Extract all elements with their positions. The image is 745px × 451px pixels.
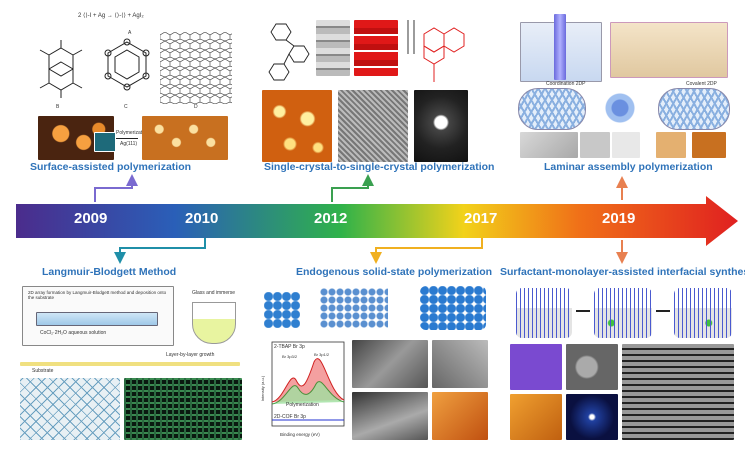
- year-2017: 2017: [464, 210, 498, 227]
- layer-growth-label: Layer-by-layer growth: [166, 352, 215, 358]
- stm-image-before: [38, 116, 114, 160]
- panel-c-label: C: [124, 104, 128, 110]
- year-2012: 2012: [314, 210, 348, 227]
- reaction-scheme-text: 2 ⟨⟩-I + Ag → ⟨⟩-⟨⟩ + AgI₂: [78, 13, 144, 19]
- xps-poly-label: Polymerization: [286, 402, 319, 408]
- xps-xlabel: Binding energy (eV): [280, 432, 320, 437]
- endogenous-label: Endogenous solid-state polymerization: [296, 266, 493, 278]
- monomer-structure-image: [264, 292, 300, 328]
- year-2019: 2019: [602, 210, 636, 227]
- afm-flake-image: [432, 392, 488, 440]
- hrtem-grid-image: [622, 344, 734, 440]
- panel-b-label: B: [56, 104, 60, 110]
- coordination-network-image: [518, 88, 586, 130]
- cof-structure-image: [420, 286, 486, 330]
- covalent-2dp-label: Covalent 2DP: [686, 81, 717, 87]
- laminar-beam: [554, 14, 566, 80]
- molecule-structure-c: [104, 38, 150, 91]
- diffraction-pattern-image: [414, 90, 468, 162]
- saed-pattern-image: [566, 394, 618, 440]
- anthracene-structure: [407, 20, 465, 82]
- laminar-panel: Coordination 2DP Covalent 2DP: [510, 6, 734, 160]
- hrtem-lattice-image: [338, 90, 408, 162]
- xps-title: 2-TBAP Br 3p: [274, 344, 305, 350]
- stm-inset-image: [94, 132, 116, 152]
- macrocycle-structure: [268, 23, 310, 81]
- polymerization-arrow: [116, 138, 138, 139]
- afm-orange-image: [510, 394, 562, 440]
- molecule-structure-b: [39, 40, 83, 98]
- xps-peak1-label: Br 3p3/2: [282, 354, 298, 359]
- timeline-arrow: [16, 196, 738, 246]
- afm-gray-image: [566, 344, 618, 390]
- surfactant-label: Surfactant-monolayer-assisted interfacia…: [500, 266, 745, 278]
- panel-a-label: A: [128, 30, 132, 36]
- optical-image-3: [692, 132, 726, 158]
- optical-purple-image: [510, 344, 562, 390]
- step-arrow-1: [576, 310, 590, 312]
- lb-solution-label: CoCl₂·2H₂O aqueous solution: [40, 330, 107, 336]
- dish-step3-image: [674, 288, 732, 338]
- intermediate-structure-image: [320, 288, 388, 328]
- molecule-structure-d: [160, 32, 232, 104]
- covalent-network-image: [658, 88, 730, 130]
- covalent-film-box: [610, 22, 728, 78]
- substrate-label: Ag(111): [120, 141, 138, 147]
- beaker-image: [192, 302, 236, 344]
- crystal-packing-red: [354, 20, 398, 76]
- lb-3d-structure-image: [124, 378, 242, 440]
- xps-peak2-label: Br 3p1/2: [314, 352, 330, 357]
- lb-trough: [36, 312, 158, 326]
- langmuir-panel: 2D array formation by Langmuir-Blodgett …: [16, 282, 246, 442]
- step-arrow-2: [656, 310, 670, 312]
- panel-d-label: D: [194, 104, 198, 110]
- sem-image-1: [520, 132, 578, 158]
- coordination-2dp-label: Coordination 2DP: [546, 81, 586, 87]
- xps-spectrum: [271, 341, 345, 427]
- monomer-center-image: [596, 88, 644, 128]
- langmuir-label: Langmuir-Blodgett Method: [42, 266, 177, 278]
- stm-image-after: [142, 116, 228, 160]
- glass-immerse-label: Glass and immerse: [192, 290, 236, 296]
- sc2sc-label: Single-crystal-to-single-crystal polymer…: [264, 161, 495, 173]
- sc2sc-panel: [258, 8, 468, 162]
- sem-image-2: [580, 132, 610, 158]
- xps-cof-label: 2D-COF Br 3p: [274, 414, 306, 420]
- laminar-label: Laminar assembly polymerization: [544, 161, 713, 173]
- optical-image-1: [612, 132, 640, 158]
- dish-step2-image: [594, 288, 652, 338]
- polymerization-arrow-label: Polymerization: [116, 130, 149, 136]
- crystal-packing-gray: [316, 20, 350, 76]
- lb-layer-bar: [20, 362, 240, 366]
- sem-flake-image: [432, 340, 488, 388]
- year-2009: 2009: [74, 210, 108, 227]
- optical-image-2: [656, 132, 686, 158]
- lb-description: 2D array formation by Langmuir-Blodgett …: [28, 290, 167, 300]
- afm-image-orange: [262, 90, 332, 162]
- lb-substrate-label: Substrate: [32, 368, 54, 374]
- dish-step1-image: [516, 288, 572, 338]
- endogenous-panel: 2-TBAP Br 3p Br 3p3/2 Br 3p1/2 Polymeriz…: [260, 282, 490, 442]
- sem-fiber-image: [352, 392, 428, 440]
- xps-ylabel: Intensity (a.u.): [260, 375, 266, 402]
- surface-assisted-panel: 2 ⟨⟩-I + Ag → ⟨⟩-⟨⟩ + AgI₂ A B C D Polym…: [28, 8, 232, 160]
- lb-structure-model: [20, 378, 120, 440]
- sem-crystal-image: [352, 340, 428, 388]
- surfactant-panel: [506, 282, 738, 442]
- surface-assisted-label: Surface-assisted polymerization: [30, 161, 192, 173]
- year-2010: 2010: [185, 210, 219, 227]
